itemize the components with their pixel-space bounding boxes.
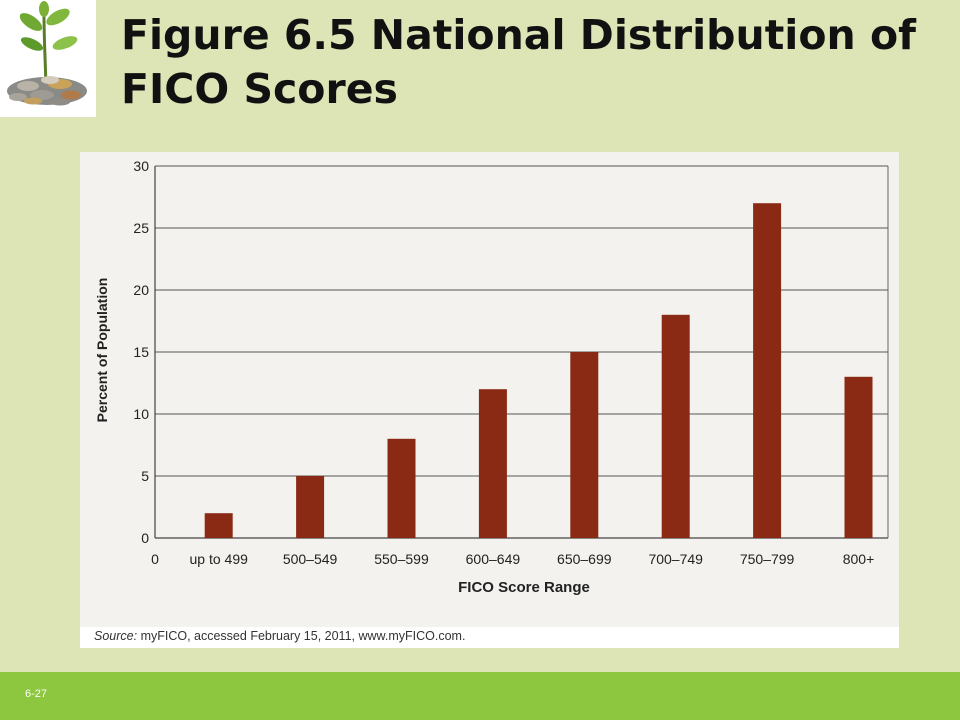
x-tick-label: up to 499 <box>190 551 249 567</box>
x-tick-label: 650–699 <box>557 551 612 567</box>
source-text: myFICO, accessed February 15, 2011, www.… <box>137 629 466 643</box>
source-label: Source: <box>94 629 138 643</box>
source-strip: Source: myFICO, accessed February 15, 20… <box>80 627 899 648</box>
slide-title: Figure 6.5 National Distribution of FICO… <box>121 11 916 113</box>
label-layer: 0 5 10 15 20 25 30 0 up to 499 500–549 550–599 600–… <box>133 158 874 567</box>
x-tick-label: 600–649 <box>466 551 521 567</box>
bar <box>387 438 416 538</box>
y-tick-label: 0 <box>141 530 149 546</box>
x-origin-label: 0 <box>151 551 159 567</box>
x-tick-label: 550–599 <box>374 551 429 567</box>
y-axis-title: Percent of Population <box>94 278 110 423</box>
bar-layer <box>204 203 873 538</box>
bar <box>661 314 690 538</box>
bar <box>844 376 873 538</box>
plant-sprouting-from-coins-icon <box>7 1 87 106</box>
bar <box>478 389 507 538</box>
x-tick-label: 700–749 <box>648 551 703 567</box>
y-tick-label: 15 <box>133 344 149 360</box>
y-tick-label: 20 <box>133 282 149 298</box>
bar <box>753 203 782 538</box>
x-tick-label: 500–549 <box>283 551 338 567</box>
y-tick-label: 10 <box>133 406 149 422</box>
bar <box>296 476 325 538</box>
source-citation: Source: myFICO, accessed February 15, 20… <box>94 629 465 643</box>
x-axis-title: FICO Score Range <box>458 579 590 596</box>
y-tick-label: 5 <box>141 468 149 484</box>
x-tick-label: 750–799 <box>740 551 795 567</box>
chart-panel: 0 5 10 15 20 25 30 0 up to 499 500–549 550–599 600–… <box>80 152 899 648</box>
footer-bar: 6-27 <box>0 672 960 720</box>
fico-bar-chart: 0 5 10 15 20 25 30 0 up to 499 500–549 550–599 600–… <box>94 158 889 596</box>
y-tick-label: 25 <box>133 220 149 236</box>
slide-number: 6-27 <box>25 688 48 700</box>
y-tick-label: 30 <box>133 158 149 174</box>
x-tick-label: 800+ <box>843 551 875 567</box>
logo <box>0 0 96 117</box>
bar <box>570 352 599 538</box>
bar <box>204 513 233 538</box>
